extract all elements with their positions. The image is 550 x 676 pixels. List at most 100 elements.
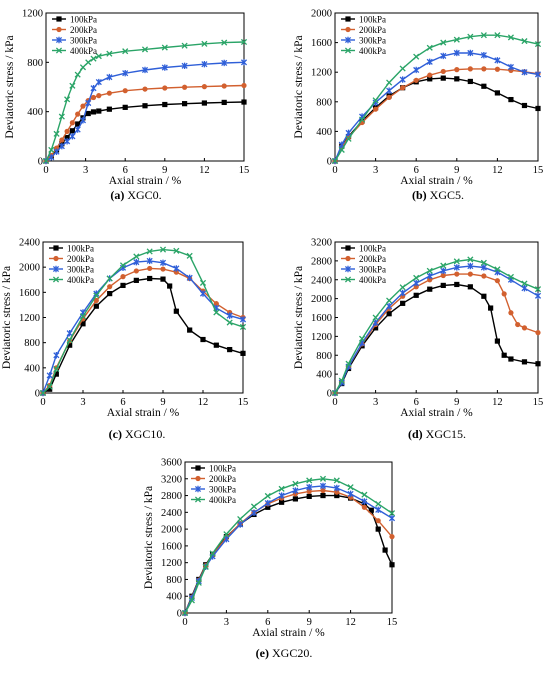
data-point xyxy=(359,335,366,342)
y-axis-label: Deviatoric stress / kPa xyxy=(1,266,13,369)
y-tick-label: 2000 xyxy=(311,9,332,20)
data-point xyxy=(160,266,166,272)
data-point xyxy=(133,277,139,283)
data-point xyxy=(440,282,446,289)
data-point xyxy=(80,103,86,109)
data-point xyxy=(454,281,460,288)
data-point xyxy=(120,282,126,289)
data-point xyxy=(535,330,541,336)
x-tick-label: 15 xyxy=(387,617,398,628)
y-tick-label: 2000 xyxy=(311,294,332,305)
data-point xyxy=(58,143,65,150)
data-point xyxy=(85,99,92,107)
panel-caption-text: XGC20. xyxy=(272,646,312,660)
x-tick-label: 0 xyxy=(332,165,337,176)
panel-caption-text: XGC15. xyxy=(426,427,466,441)
data-point xyxy=(494,338,500,344)
panel-caption: (e) XGC20. xyxy=(256,646,313,660)
data-point xyxy=(386,87,393,94)
data-point xyxy=(96,93,102,99)
legend-label: 400kPa xyxy=(359,275,386,285)
data-point xyxy=(120,274,126,280)
data-point xyxy=(162,85,168,91)
x-axis-label: Axial strain / % xyxy=(400,407,473,419)
series-400kPa xyxy=(331,32,542,165)
data-point xyxy=(47,386,53,392)
data-point xyxy=(494,32,501,39)
legend-marker xyxy=(56,26,62,33)
data-point xyxy=(66,337,73,344)
data-point xyxy=(39,389,47,397)
data-point xyxy=(122,104,128,110)
legend-marker xyxy=(195,475,201,482)
y-tick-label: 2000 xyxy=(19,263,40,274)
legend-label: 300kPa xyxy=(209,484,236,494)
data-point xyxy=(372,314,379,321)
data-point xyxy=(79,64,87,71)
data-point xyxy=(201,84,207,90)
data-point xyxy=(480,51,487,59)
y-tick-label: 1200 xyxy=(161,558,182,569)
y-tick-label: 1600 xyxy=(19,288,40,299)
data-point xyxy=(147,275,153,282)
data-point xyxy=(427,286,433,292)
data-point xyxy=(278,485,285,492)
data-point xyxy=(278,492,285,499)
legend-label: 300kPa xyxy=(359,264,386,274)
data-point xyxy=(241,99,247,105)
data-point xyxy=(361,498,368,505)
data-point xyxy=(494,66,500,72)
x-tick-label: 0 xyxy=(43,165,48,176)
series-line xyxy=(334,265,539,394)
data-point xyxy=(501,352,507,358)
data-point xyxy=(250,509,258,516)
y-tick-label: 1600 xyxy=(311,313,332,324)
data-point xyxy=(159,259,167,266)
y-tick-label: 0 xyxy=(35,389,40,400)
data-point xyxy=(454,76,460,82)
data-point xyxy=(146,257,153,265)
data-point xyxy=(202,563,209,570)
x-tick-label: 9 xyxy=(454,165,459,176)
data-point xyxy=(388,515,396,522)
data-point xyxy=(386,302,393,310)
data-point xyxy=(345,360,352,367)
data-point xyxy=(480,264,487,271)
series-300kPa xyxy=(42,59,248,165)
y-tick-label: 3600 xyxy=(161,458,182,469)
data-point xyxy=(79,313,87,320)
legend-label: 200kPa xyxy=(209,474,236,484)
data-point xyxy=(201,40,208,47)
legend-label: 300kPa xyxy=(67,264,94,274)
data-point xyxy=(74,71,81,78)
legend-label: 200kPa xyxy=(67,254,94,264)
data-point xyxy=(507,34,514,41)
legend-marker xyxy=(55,36,63,44)
data-point xyxy=(106,90,112,96)
data-point xyxy=(507,63,514,71)
panel-caption: (b) XGC5. xyxy=(412,188,464,202)
data-point xyxy=(95,53,102,60)
data-point xyxy=(237,521,244,528)
x-tick-label: 12 xyxy=(492,397,503,408)
data-point xyxy=(241,82,247,89)
data-point xyxy=(331,389,339,397)
data-point xyxy=(494,90,500,96)
data-point xyxy=(53,130,60,137)
x-tick-label: 0 xyxy=(182,617,187,628)
data-point xyxy=(96,108,102,114)
data-point xyxy=(481,273,487,279)
legend-label: 300kPa xyxy=(70,35,97,45)
legend-marker xyxy=(53,245,59,251)
chart-panel-5: 0 3 6 9 12 15 0 400 800 1200 1600 2000 2400 2800 3200 3… xyxy=(143,458,397,661)
data-point xyxy=(467,66,473,72)
data-point xyxy=(64,138,71,145)
plot-frame xyxy=(334,12,539,162)
data-point xyxy=(69,128,75,134)
legend-label: 200kPa xyxy=(359,25,386,35)
data-point xyxy=(199,279,207,286)
x-tick-label: 0 xyxy=(332,397,337,408)
data-point xyxy=(467,49,474,57)
